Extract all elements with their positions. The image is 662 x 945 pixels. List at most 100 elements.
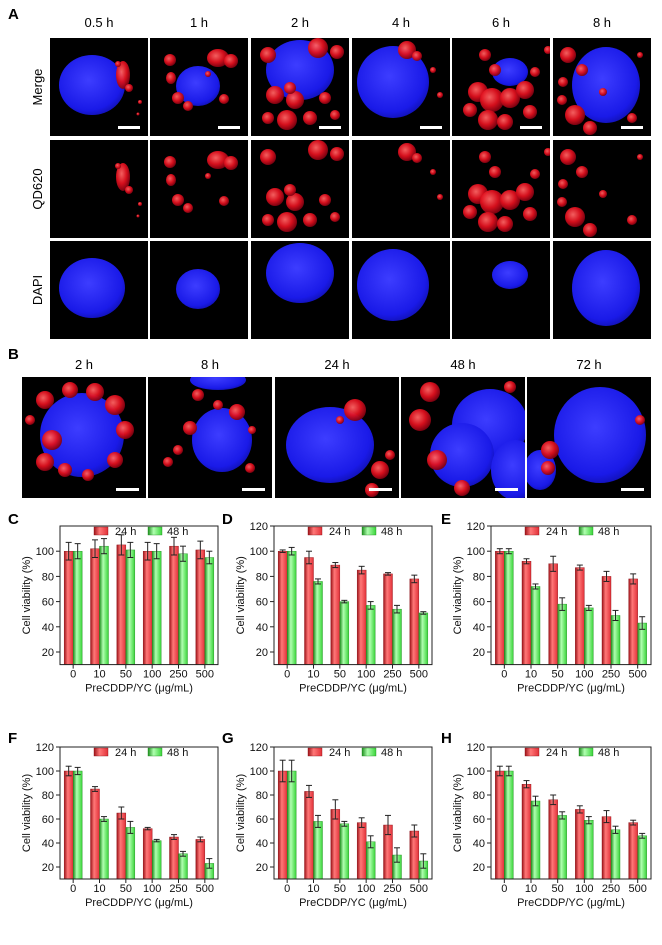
bar-24h [90, 788, 100, 880]
chart-h: H 20 40 60 80 100 120 0 10 50 100 250 500 24 h 48 h Pre… [441, 730, 652, 909]
x-tick-label: 10 [307, 883, 319, 895]
qd620-signal [489, 64, 501, 76]
channel-label: Merge [30, 69, 45, 106]
bar-24h [521, 784, 532, 880]
legend-swatch-48h [578, 526, 594, 536]
x-tick-label: 100 [575, 669, 593, 681]
time-label: 8 h [201, 357, 219, 372]
bar-48h [72, 551, 83, 665]
error-bar [603, 810, 610, 824]
x-tick-label: 10 [307, 669, 319, 681]
error-bar [358, 817, 365, 828]
micrograph-qd620-5 [452, 140, 550, 238]
qd620-signal [478, 110, 498, 130]
legend-label-48h: 48 h [598, 747, 619, 759]
y-axis-label: Cell viability (%) [21, 774, 33, 852]
qd620-signal [480, 190, 504, 214]
x-tick-label: 100 [575, 883, 593, 895]
y-tick-label: 40 [473, 838, 485, 850]
plot-frame [490, 525, 652, 666]
error-bar [74, 543, 81, 560]
x-axis-label: PreCDDP/YC (μg/mL) [85, 897, 193, 909]
bar-48h [530, 800, 541, 880]
panel-label-g: G [222, 730, 234, 747]
y-tick-label: 100 [467, 546, 485, 558]
y-tick-label: 120 [36, 742, 54, 754]
qd620-signal [497, 114, 513, 130]
legend-swatch-24h [524, 526, 540, 536]
error-bar [92, 539, 98, 558]
panel-label-f: F [8, 730, 17, 747]
qd620-signal [437, 92, 443, 98]
bar-48h [392, 608, 402, 665]
time-label: 2 h [75, 357, 93, 372]
error-bar [306, 550, 312, 565]
x-axis-label: PreCDDP/YC (μg/mL) [299, 897, 407, 909]
error-bar [612, 825, 619, 834]
scale-bar [319, 126, 341, 129]
micrograph-dapi-3 [251, 241, 349, 339]
panel-label-h: H [441, 730, 452, 747]
legend-label-48h: 48 h [381, 747, 402, 759]
error-bar [639, 616, 646, 630]
y-tick-label: 120 [467, 742, 485, 754]
qd620-signal [541, 461, 555, 475]
bar-48h [151, 840, 162, 880]
plot-frame [59, 746, 219, 880]
legend-label-24h: 24 h [115, 747, 136, 759]
bar-24h [142, 551, 153, 665]
bar-24h [63, 770, 74, 880]
legend: 24 h 48 h [524, 747, 619, 759]
qd620-signal [430, 67, 436, 73]
qd620-signal [138, 100, 142, 104]
y-tick-label: 20 [473, 647, 485, 659]
qd620-signal [25, 415, 35, 425]
x-tick-label: 50 [334, 669, 346, 681]
error-bar [144, 826, 151, 831]
dapi-nucleus [492, 58, 528, 86]
dapi-nucleus [357, 249, 429, 321]
bar-48h [557, 603, 567, 665]
error-bar [559, 597, 566, 611]
bar-24h [195, 549, 206, 665]
legend-label-24h: 24 h [115, 526, 136, 538]
qd620-signal [303, 213, 317, 227]
micrograph-qd620-1 [50, 140, 148, 238]
qd620-signal [36, 453, 54, 471]
chart-f: F 20 40 60 80 100 120 0 10 50 100 250 500 24 h 48 h Pre… [8, 730, 219, 909]
legend: 24 h 48 h [307, 747, 402, 759]
qd620-signal [420, 382, 440, 402]
qd620-signal [266, 86, 284, 104]
bar-48h [286, 770, 297, 880]
dapi-nucleus [286, 407, 374, 483]
error-bar [358, 565, 365, 575]
bar-48h [125, 549, 136, 665]
micrograph-merge-b-3 [275, 377, 399, 498]
bar-24h [90, 548, 100, 665]
y-tick-label: 120 [250, 521, 268, 533]
dapi-nucleus [554, 387, 646, 483]
y-tick-label: 20 [42, 647, 54, 659]
qd620-signal [125, 84, 133, 92]
qd620-signal [504, 381, 516, 393]
error-bar [411, 824, 418, 838]
bar-48h [313, 581, 323, 665]
qd620-signal [330, 110, 340, 120]
qd620-signal [213, 400, 223, 410]
error-bar [197, 836, 204, 843]
bar-24h [277, 551, 288, 665]
scale-bar [520, 126, 542, 129]
bar-48h [637, 835, 647, 880]
x-tick-label: 500 [410, 669, 428, 681]
qd620-signal [523, 207, 537, 221]
y-tick-label: 60 [42, 597, 54, 609]
qd620-signal [412, 51, 422, 61]
bar-48h [125, 827, 136, 880]
y-tick-label: 20 [256, 862, 268, 874]
time-label: 24 h [324, 357, 349, 372]
qd620-signal [480, 88, 504, 112]
error-bar [630, 573, 637, 585]
error-bar [101, 816, 107, 822]
x-tick-label: 50 [120, 883, 132, 895]
